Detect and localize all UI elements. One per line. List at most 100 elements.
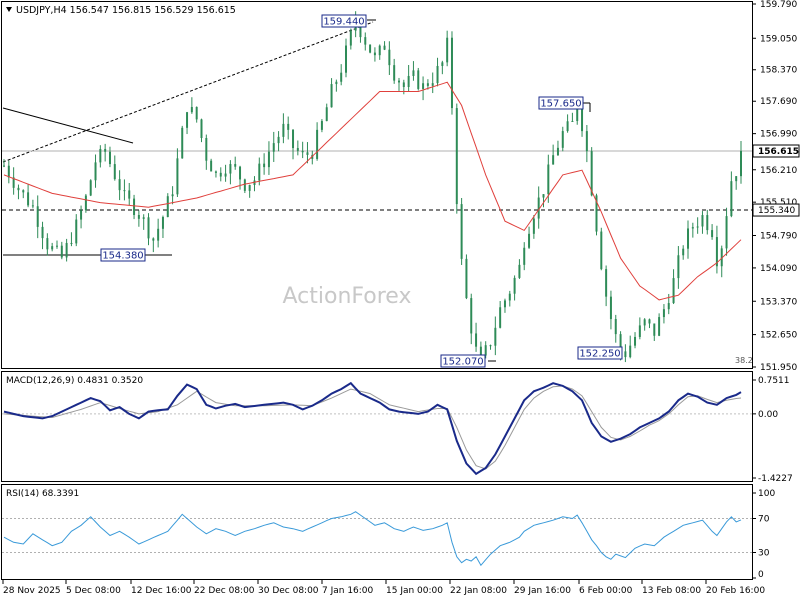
macd-tick-label: 0.7511 [758,376,790,386]
candle-body [36,206,39,227]
candle-body [224,173,227,177]
time-tick-label: 22 Dec 08:00 [194,586,255,596]
candle-body [634,336,637,346]
candle-body [306,152,309,155]
candle-body [248,184,251,191]
candle-body [195,106,198,120]
candle-body [128,190,131,199]
candle-body [696,226,699,228]
candle-body [75,219,78,244]
time-tick-label: 28 Nov 2025 [3,586,61,596]
price-tick-label: 159.050 [760,34,797,44]
candle-body [513,277,516,294]
price-annotations: 159.440 157.650 154.380 152.070 152.250 [100,14,623,368]
candle-body [200,119,203,138]
candle-body [176,158,179,195]
candle-body [446,37,449,63]
candle-body [667,303,670,310]
candle-body [272,143,275,152]
candle-body [118,179,121,191]
candle-body [161,217,164,229]
candle-body [417,70,420,89]
price-tick-label: 154.090 [760,264,797,274]
candle-body [687,228,690,249]
candle-body [595,195,598,232]
candle-body [364,37,367,45]
candle-body [142,217,145,219]
candle-body [581,107,584,132]
candle-body [287,123,290,130]
candle-body [576,107,579,121]
candle-body [373,52,376,56]
candle-body [730,181,733,217]
level-lines [2,150,752,211]
annotation-box [321,14,367,28]
candle-body [720,248,723,267]
candle-body [585,131,588,152]
candle-body [605,269,608,297]
candle-body [267,151,270,168]
candle-body [316,129,319,159]
candle-body [22,190,25,193]
candle-body [55,245,58,247]
candle-body [186,112,189,128]
candle-body [701,215,704,227]
price-pane-frame [1,1,753,369]
candle-body [431,83,434,86]
rsi-tick-label: 0 [758,570,764,580]
candle-body [94,162,97,181]
candle-body [152,238,155,241]
candle-body [489,345,492,347]
candle-body [532,218,535,234]
rsi-lines [3,511,742,567]
candle-body [104,148,107,152]
candle-body [547,164,550,195]
candle-body [181,127,184,159]
candle-body [715,237,718,267]
time-tick-label: 29 Jan 16:00 [514,586,571,596]
candle-body [499,307,502,328]
candle-body [214,171,217,173]
ma-line-path [3,81,742,301]
candle-body [552,155,555,165]
time-tick-label: 6 Feb 00:00 [579,586,633,596]
candle-body [320,121,323,130]
candle-body [638,325,641,337]
candle-body [648,319,651,324]
candle-body [27,192,30,206]
descending-trendline [2,107,134,144]
macd-axis: 0.7511 0.00 -1.4227 [752,376,793,484]
candle-body [166,196,169,218]
candle-body [691,227,694,229]
candle-body [378,45,381,56]
last-price-label: 156.615 [758,147,799,157]
candle-body [566,121,569,132]
candle-body [422,83,425,89]
candle-body [325,107,328,122]
candle-body [157,228,160,241]
price-tick-label: 155.510 [760,198,797,208]
moving-average [3,81,742,301]
candle-body [239,166,242,180]
candle-body [123,190,126,192]
candle-body [46,238,49,250]
candle-body [330,84,333,108]
candle-body [137,214,140,219]
candle-body [296,148,299,151]
time-tick-label: 22 Jan 08:00 [450,586,507,596]
candle-body [80,210,83,220]
dropdown-triangle-icon[interactable] [6,7,12,12]
last-price-box [752,144,800,158]
candle-body [436,65,439,84]
candle-body [426,83,429,86]
rsi-pane-frame [1,484,753,580]
candle-body [629,345,632,358]
time-tick-label: 13 Feb 08:00 [642,586,701,596]
candle-body [537,197,540,219]
rsi-axis: 100 70 30 0 [752,489,775,580]
candle-body [277,136,280,144]
candle-body [349,30,352,46]
candle-body [147,217,150,239]
price-tick-label: 158.370 [760,66,797,76]
